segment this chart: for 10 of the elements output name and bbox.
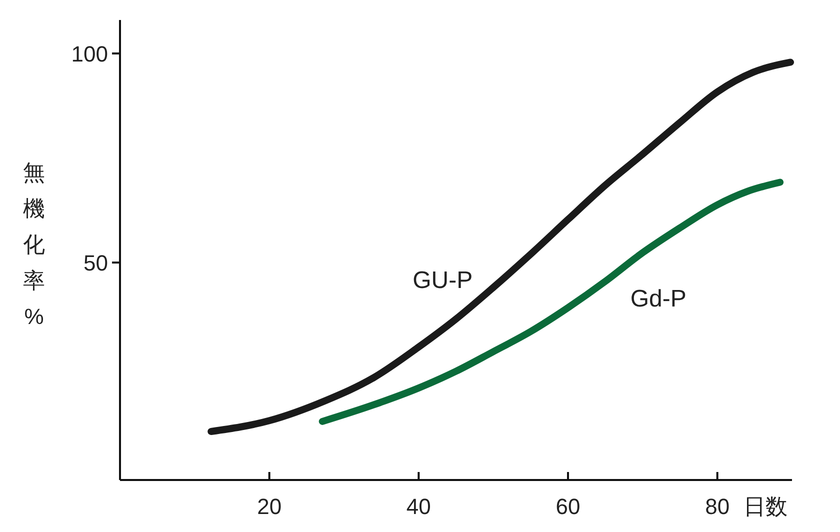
x-tick-label: 60 — [556, 494, 580, 519]
x-tick-label: 80 — [705, 494, 730, 519]
x-axis-title: 日数 — [743, 494, 788, 519]
series-label: Gd-P — [630, 285, 686, 312]
y-tick-label: 50 — [84, 250, 108, 276]
x-tick-label: 40 — [406, 494, 431, 519]
series-label: GU-P — [412, 267, 473, 294]
y-tick-label: 100 — [71, 41, 108, 66]
x-tick-label: 20 — [257, 494, 282, 519]
y-axis-title: 無機化率% — [23, 160, 45, 329]
